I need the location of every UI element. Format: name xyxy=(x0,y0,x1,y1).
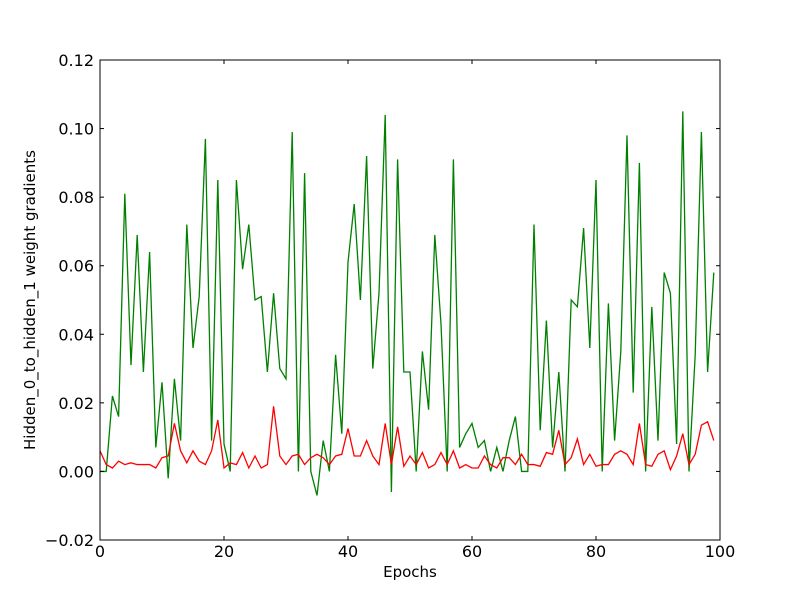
y-tick-label: 0.10 xyxy=(58,120,94,139)
y-tick-label: 0.04 xyxy=(58,325,94,344)
x-tick-label: 100 xyxy=(705,542,736,561)
y-tick-label: 0.02 xyxy=(58,394,94,413)
y-axis-label: Hidden_0_to_hidden_1 weight gradients xyxy=(21,150,40,450)
x-tick-label: 60 xyxy=(462,542,482,561)
x-tick-label: 40 xyxy=(338,542,358,561)
ticks-layer: 0 20 40 60 80 100 −0.02 0.00 0.02 0.04 0.06 0.08 0.1… xyxy=(45,51,735,561)
y-tick-label: 0.12 xyxy=(58,51,94,70)
x-axis-label: Epochs xyxy=(383,563,437,581)
series-line-2 xyxy=(99,406,715,472)
y-tick-label: −0.02 xyxy=(45,531,94,550)
plot-area xyxy=(100,60,720,540)
x-tick-label: 20 xyxy=(214,542,234,561)
y-tick-label: 0.06 xyxy=(58,257,94,276)
y-tick-label: 0.08 xyxy=(58,188,94,207)
plot-frame xyxy=(99,59,721,541)
x-tick-label: 0 xyxy=(95,542,105,561)
series-line-1 xyxy=(100,111,715,496)
series-layer xyxy=(99,111,715,496)
x-tick-label: 80 xyxy=(586,542,606,561)
y-tick-label: 0.00 xyxy=(58,462,94,481)
